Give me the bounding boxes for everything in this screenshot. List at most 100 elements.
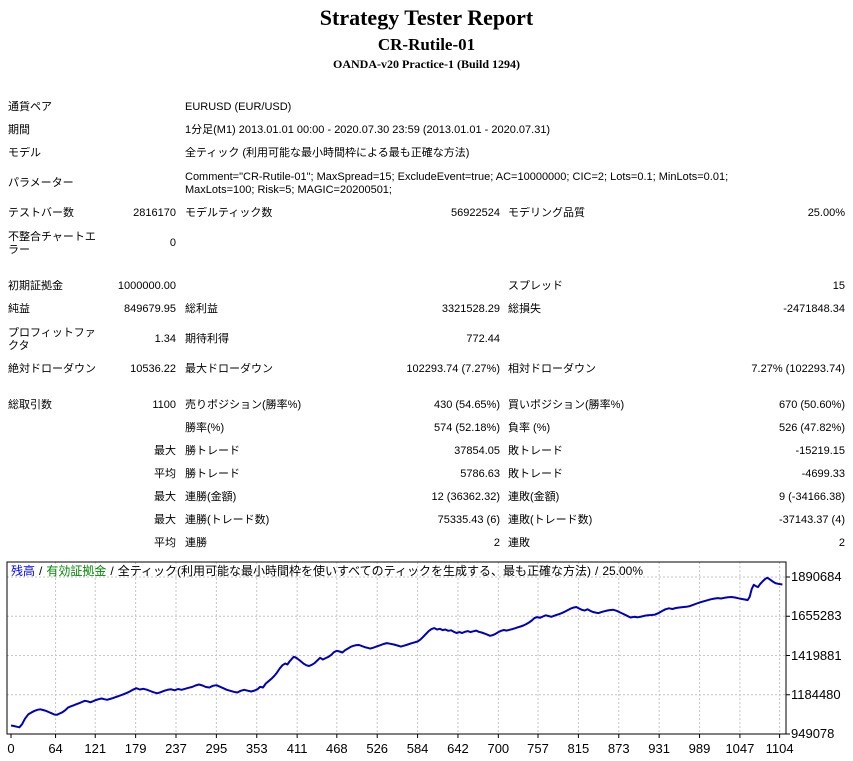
table-cell: 平均 (154, 537, 176, 549)
table-cell: -2471848.34 (783, 303, 845, 315)
chart-border (6, 561, 787, 735)
x-axis-label: 1047 (725, 741, 755, 756)
table-row: 最大 連勝(金額) 12 (36362.32) 連敗(金額) 9 (-34166.38) (8, 486, 845, 509)
y-axis-label: 1655283 (791, 608, 842, 624)
x-axis-label: 700 (487, 741, 510, 756)
x-axis-label: 179 (124, 741, 147, 756)
report-header: Strategy Tester Report CR-Rutile-01 OAND… (0, 0, 853, 73)
table-cell: 平均 (154, 468, 176, 480)
table-cell: Comment="CR-Rutile-01"; MaxSpread=15; Ex… (185, 170, 729, 196)
legend-separator: / (39, 564, 43, 578)
table-cell: 2 (838, 537, 845, 549)
balance-line (10, 576, 783, 729)
table-cell: 連勝 (185, 537, 207, 549)
x-axis-label: 757 (527, 741, 549, 756)
table-cell: テストバー数 (8, 207, 74, 219)
table-cell: スプレッド (508, 280, 563, 292)
table-row: 最大 勝トレード 37854.05 敗トレード -15219.15 (8, 440, 845, 463)
table-cell: 37854.05 (454, 445, 500, 457)
table-cell: 買いポジション(勝率%) (508, 399, 625, 411)
table-cell: 初期証拠金 (8, 280, 63, 292)
table-cell: 総利益 (185, 303, 218, 315)
table-row: 不整合チャートエラー 0 (8, 225, 845, 262)
x-axis-label: 584 (406, 741, 429, 756)
legend-separator: / (110, 564, 114, 578)
table-cell: 不整合チャートエラー (8, 230, 96, 256)
table-row: プロフィットファクタ 1.34 期待利得 772.44 (8, 321, 845, 358)
table-cell: 670 (50.60%) (778, 399, 845, 411)
x-axis-label: 295 (205, 741, 228, 756)
x-axis-label: 0 (7, 741, 15, 756)
balance-curve-chart (6, 561, 790, 738)
table-cell: 総取引数 (8, 399, 52, 411)
table-cell: 1000000.00 (117, 280, 176, 292)
table-cell: 5786.63 (460, 468, 500, 480)
table-cell: 連敗(トレード数) (508, 514, 593, 526)
y-axis-label: 949078 (791, 726, 835, 741)
ea-name: CR-Rutile-01 (377, 35, 476, 54)
table-row: 純益 849679.95 総利益 3321528.29 総損失 -2471848.34 (8, 298, 845, 321)
table-spacer-row (8, 381, 845, 394)
table-cell: 56922524 (451, 207, 500, 219)
table-cell: 7.27% (102293.74) (751, 363, 845, 375)
table-cell: 最大 (154, 491, 176, 503)
table-cell: 12 (36362.32) (431, 491, 501, 503)
legend-quality-value: 25.00% (602, 564, 644, 578)
table-cell: 25.00% (807, 207, 845, 219)
x-axis-label: 468 (325, 741, 348, 756)
table-row: モデル 全ティック (利用可能な最小時間枠による最も正確な方法) (8, 142, 845, 165)
table-cell: モデルティック数 (185, 207, 273, 219)
legend-balance-label: 残高 (11, 564, 36, 578)
table-cell: 102293.74 (7.27%) (406, 363, 500, 375)
table-cell: 574 (52.18%) (433, 422, 500, 434)
table-cell: 連敗 (508, 537, 530, 549)
table-cell: EURUSD (EUR/USD) (185, 101, 292, 113)
table-cell: 10536.22 (130, 363, 176, 375)
table-row: 期間 1分足(M1) 2013.01.01 00:00 - 2020.07.30 … (8, 119, 845, 142)
table-cell: 最大 (154, 514, 176, 526)
table-cell: -37143.37 (4) (778, 514, 845, 526)
table-cell: 430 (54.65%) (433, 399, 500, 411)
x-axis-label: 931 (648, 741, 671, 756)
table-cell: 772.44 (466, 333, 500, 345)
table-cell: 勝トレード (185, 468, 240, 480)
table-row: パラメーター Comment="CR-Rutile-01"; MaxSpread=… (8, 165, 845, 202)
table-cell: 1.34 (154, 333, 176, 345)
table-cell: パラメーター (8, 177, 74, 189)
x-axis-label: 121 (84, 741, 107, 756)
x-axis-label: 353 (245, 741, 268, 756)
legend-model-label: 全ティック(利用可能な最小時間枠を使いすべてのティックを生成する、最も正確な方法… (117, 564, 591, 578)
table-cell: 最大ドローダウン (185, 363, 273, 375)
table-row: 通貨ペア EURUSD (EUR/USD) (8, 96, 845, 119)
x-axis-label: 642 (447, 741, 469, 756)
table-cell: 純益 (8, 303, 30, 315)
server-build: OANDA-v20 Practice-1 (Build 1294) (333, 57, 520, 71)
table-row: 初期証拠金 1000000.00 スプレッド 15 (8, 275, 845, 298)
chart-legend: 残高 / 有効証拠金 / 全ティック(利用可能な最小時間枠を使いすべてのティックを生成す… (11, 564, 643, 578)
table-cell: プロフィットファクタ (8, 326, 96, 352)
table-cell: 1分足(M1) 2013.01.01 00:00 - 2020.07.30 23… (185, 124, 551, 136)
table-row: テストバー数 2816170 モデルティック数 56922524 モデリング品質 25.0… (8, 202, 845, 225)
table-spacer-row (8, 262, 845, 275)
table-cell: 勝トレード (185, 445, 240, 457)
report-title: Strategy Tester Report (319, 5, 534, 30)
table-cell: 期間 (8, 124, 30, 136)
table-cell: -4699.33 (801, 468, 845, 480)
table-cell: 連敗(金額) (508, 491, 560, 503)
table-cell: 連勝(トレード数) (185, 514, 270, 526)
x-axis-label: 989 (688, 741, 711, 756)
x-axis-label: 411 (286, 741, 308, 756)
x-axis-label: 237 (165, 741, 187, 756)
table-row: 平均 勝トレード 5786.63 敗トレード -4699.33 (8, 463, 845, 486)
table-cell: 2816170 (133, 207, 176, 219)
x-axis-label: 526 (366, 741, 389, 756)
table-row: 絶対ドローダウン 10536.22 最大ドローダウン 102293.74 (7.27%… (8, 358, 845, 381)
y-axis-label: 1184480 (791, 686, 841, 702)
report-stats-table: 通貨ペア EURUSD (EUR/USD) 期間 1分足(M1) 2013.01.01… (8, 96, 845, 555)
table-cell: 2 (493, 537, 500, 549)
legend-equity-label: 有効証拠金 (46, 564, 107, 578)
table-cell: 敗トレード (508, 445, 563, 457)
table-cell: モデリング品質 (508, 207, 585, 219)
table-row: 総取引数 1100 売りポジション(勝率%) 430 (54.65%) 買いポジション(… (8, 394, 845, 417)
